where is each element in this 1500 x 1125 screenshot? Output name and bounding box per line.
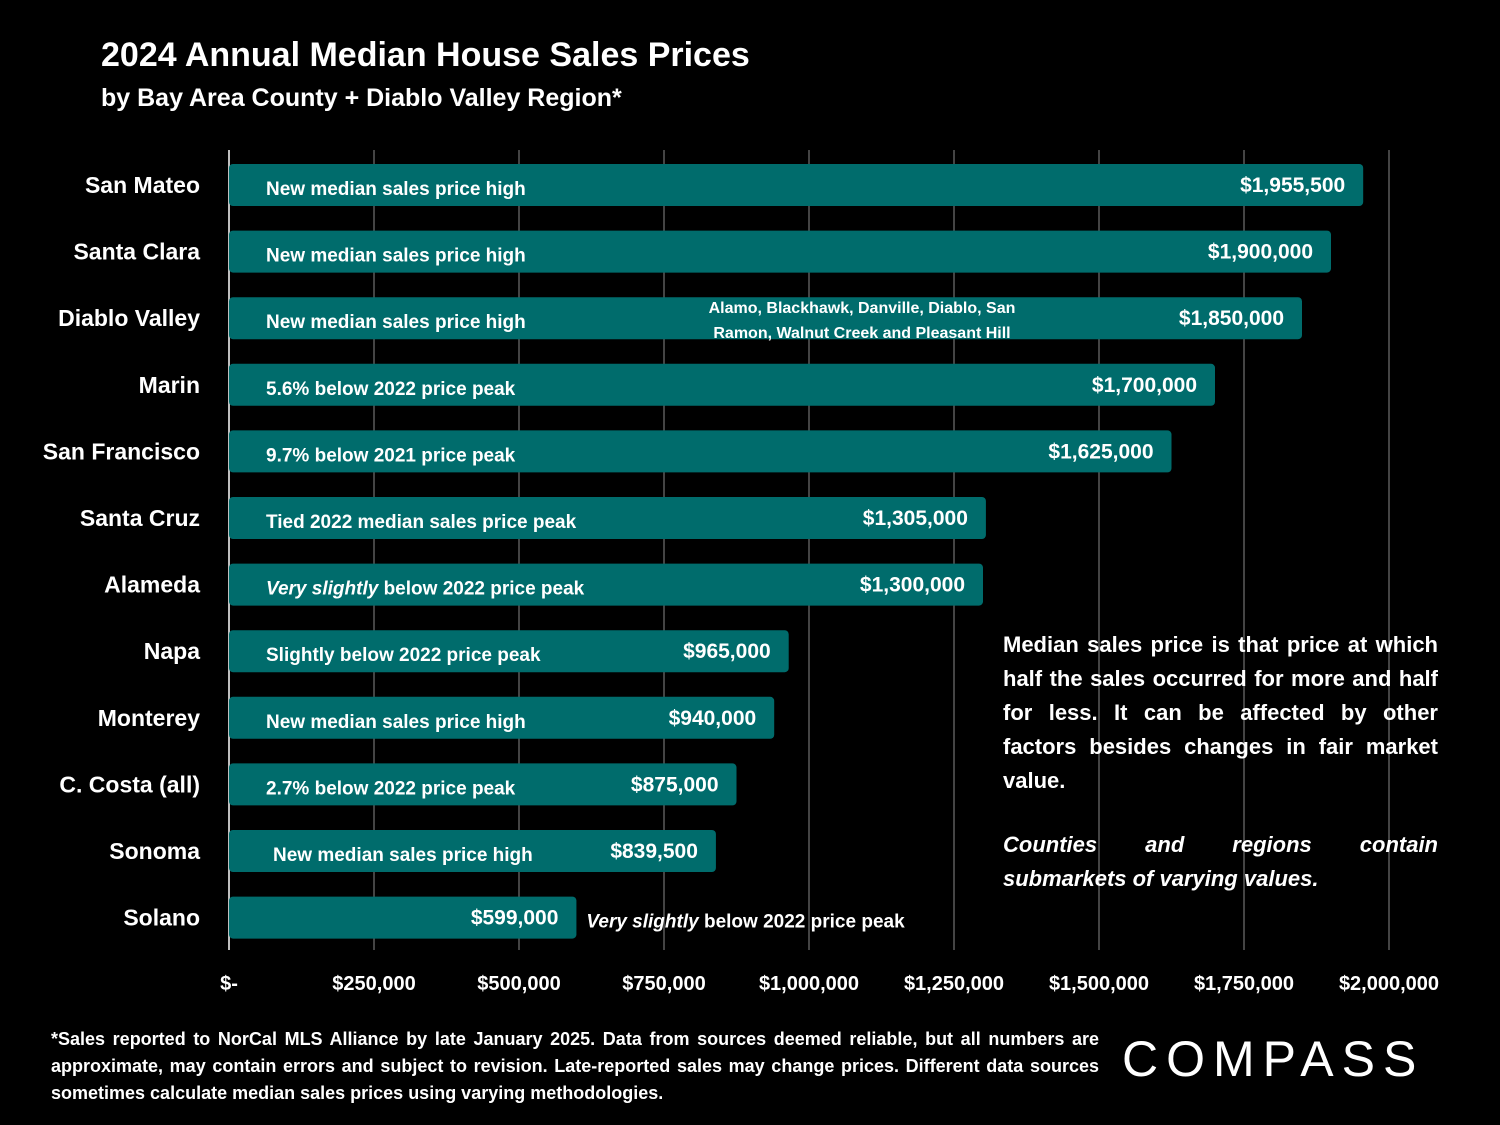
category-label: Diablo Valley [58,305,200,331]
bar [229,230,1331,273]
category-label: Solano [123,905,200,931]
diablo-valley-note: Alamo, Blackhawk, Danville, Diablo, San [709,300,1016,317]
category-label: Monterey [98,705,200,731]
x-tick-label: $1,000,000 [759,973,859,995]
annotation-text: 2.7% below 2022 price peak [266,778,516,799]
annotation-text: Tied 2022 median sales price peak [266,512,577,533]
value-label: $940,000 [669,707,757,730]
x-tick-label: $250,000 [332,973,415,995]
value-label: $1,900,000 [1208,241,1313,264]
bar [229,763,737,806]
annotation-text: 5.6% below 2022 price peak [266,379,516,400]
category-label: Marin [139,372,200,398]
bar [229,830,716,872]
annotation-text: Slightly below 2022 price peak [266,645,541,666]
x-tick-label: $1,250,000 [904,973,1004,995]
annotation-text: New median sales price high [266,712,526,733]
value-label: $965,000 [683,640,771,663]
value-label: $599,000 [471,907,559,930]
x-tick-label: $1,500,000 [1049,973,1149,995]
value-label: $1,700,000 [1092,374,1197,397]
annotation-text: 9.7% below 2021 price peak [266,445,516,466]
x-tick-label: $500,000 [477,973,560,995]
category-label: Alameda [104,572,200,598]
annotation-text: New median sales price high [266,312,526,333]
bar [229,696,775,739]
footnote: *Sales reported to NorCal MLS Alliance b… [51,1029,1099,1103]
bar-chart: $- $250,000 $500,000 $750,000 $1,000,000 $1,2… [43,150,1439,995]
bar [229,896,577,939]
chart-title: 2024 Annual Median House Sales Prices [101,36,750,74]
value-label: $875,000 [631,773,719,796]
bar [229,563,983,606]
value-label: $1,300,000 [860,574,965,597]
category-label: Napa [144,638,200,664]
bar [229,363,1215,406]
compass-logo: COMPASS [1122,1031,1425,1087]
bar [229,164,1364,206]
value-label: $1,850,000 [1179,307,1284,330]
x-tick-label: $1,750,000 [1194,973,1294,995]
diablo-valley-note: Ramon, Walnut Creek and Pleasant Hill [713,325,1010,342]
category-label: Santa Clara [73,239,200,265]
median-definition-text: Median sales price is that price at whic… [1003,632,1438,793]
category-label: San Francisco [43,438,200,464]
x-tick-label: $750,000 [622,973,705,995]
submarkets-text: Counties and regions contain submarkets … [1003,832,1438,891]
bar [229,630,789,673]
annotation-text: Very slightly below 2022 price peak [266,579,585,600]
category-label: Sonoma [109,838,200,864]
annotation-text: New median sales price high [266,246,526,267]
value-label: $1,305,000 [863,507,968,530]
bar [229,497,986,539]
chart-subtitle: by Bay Area County + Diablo Valley Regio… [101,84,622,112]
value-label: $1,955,500 [1240,174,1345,197]
annotation-text: Very slightly below 2022 price peak [586,912,905,933]
annotation-text: New median sales price high [266,179,526,200]
category-label: C. Costa (all) [59,771,200,797]
value-label: $1,625,000 [1048,440,1153,463]
median-explanation-note: Median sales price is that price at whic… [1003,628,1438,896]
category-label: Santa Cruz [80,505,200,531]
category-label: San Mateo [85,172,200,198]
bar [229,297,1302,340]
x-tick-label: $- [220,973,238,995]
annotation-text: New median sales price high [273,845,533,866]
value-label: $839,500 [610,840,698,863]
x-tick-label: $2,000,000 [1339,973,1439,995]
bar [229,430,1172,473]
